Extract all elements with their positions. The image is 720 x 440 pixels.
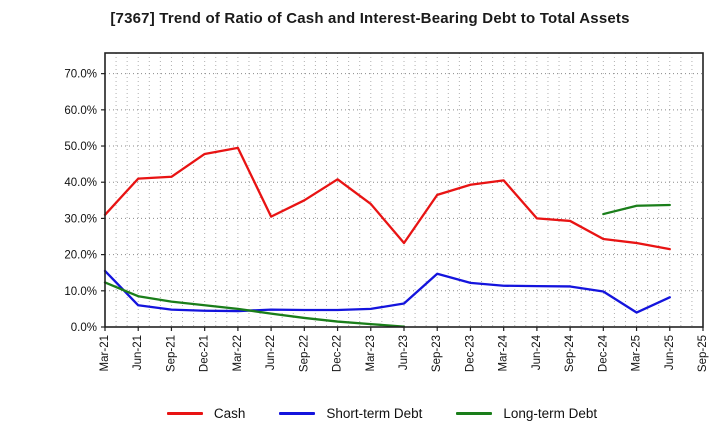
legend-label: Short-term Debt [326,406,423,421]
x-tick-label: Dec-21 [199,335,211,372]
x-tick-label: Mar-22 [232,335,244,371]
legend-label: Cash [213,406,246,421]
x-tick-label: Dec-23 [464,335,476,372]
x-tick-label: Jun-22 [265,335,277,370]
x-tick-label: Mar-25 [631,335,643,371]
x-tick-label: Mar-24 [498,334,510,371]
legend-label: Long-term Debt [503,406,598,421]
y-tick-label: 30.0% [64,213,97,225]
y-tick-label: 60.0% [64,105,97,117]
series-line-cash [103,146,671,251]
x-tick-label: Jun-21 [132,335,144,370]
y-tick-label: 50.0% [64,141,97,153]
x-tick-label: Sep-25 [697,335,709,372]
series-line-long-term-debt [103,281,406,328]
x-tick-label: Jun-23 [398,335,410,370]
legend-line-swatch [166,412,203,415]
x-tick-label: Dec-24 [597,334,609,372]
y-tick-label: 10.0% [64,286,97,298]
y-tick-label: 70.0% [64,69,97,81]
legend-item-long-term-debt: Long-term Debt [456,406,597,421]
x-tick-label: Mar-23 [365,335,377,371]
x-tick-label: Sep-22 [298,335,310,372]
series-line-short-term-debt [103,269,671,314]
legend-line-swatch [279,412,316,415]
legend: Cash Short-term Debt Long-term Debt [22,406,720,421]
chart-title: [7367] Trend of Ratio of Cash and Intere… [110,10,630,27]
y-tick-label: 0.0% [71,322,97,334]
y-tick-label: 40.0% [64,177,97,189]
plot-border [104,52,704,328]
x-tick-label: Sep-24 [564,334,576,372]
x-tick-label: Dec-22 [332,335,344,372]
series-line-long-term-debt [602,203,671,216]
legend-item-cash: Cash [166,406,246,421]
x-tick-label: Sep-21 [165,335,177,372]
x-tick-label: Jun-24 [531,334,543,370]
legend-item-short-term-debt: Short-term Debt [279,406,422,421]
x-tick-label: Mar-21 [99,335,111,371]
plot-area: Mar-21 Jun-21 Sep-21 Dec-21 Mar-22 Jun-22 Sep-… [64,52,709,372]
x-tick-label: Jun-25 [664,335,676,370]
y-tick-label: 20.0% [64,250,97,262]
legend-line-swatch [456,412,493,415]
x-tick-label: Sep-23 [431,335,443,372]
